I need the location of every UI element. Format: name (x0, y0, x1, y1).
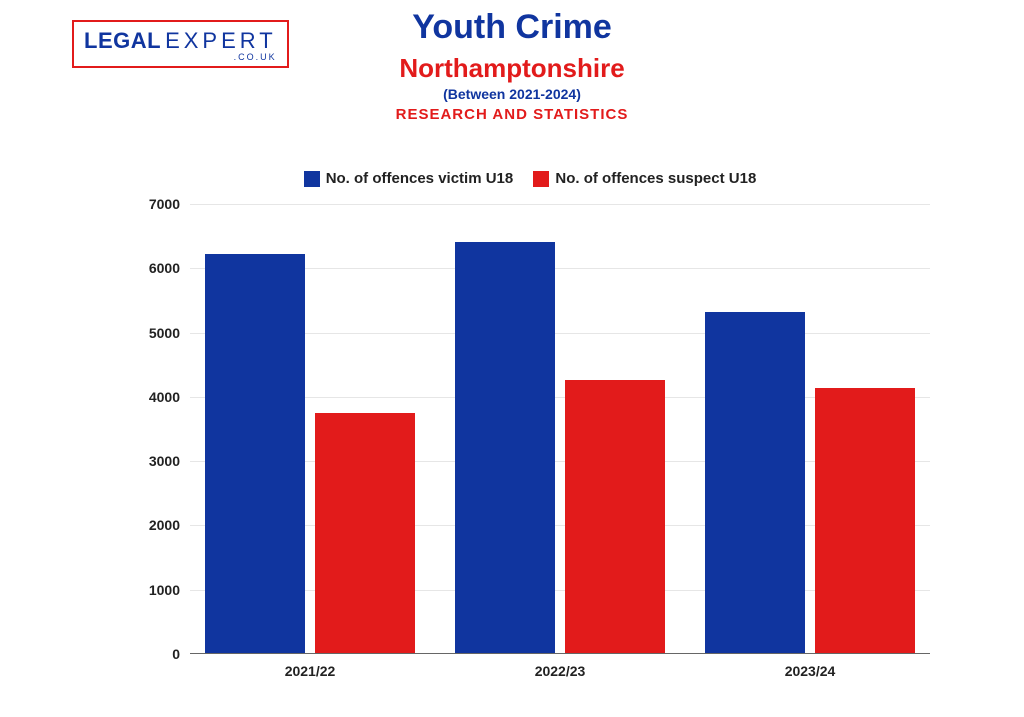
legend-item-0: No. of offences victim U18 (304, 170, 514, 187)
legend-label-1: No. of offences suspect U18 (555, 170, 756, 187)
y-tick-label: 1000 (149, 582, 190, 598)
chart-region: Northamptonshire (0, 53, 1024, 84)
chart-subtitle: RESEARCH AND STATISTICS (0, 106, 1024, 123)
y-tick-label: 5000 (149, 325, 190, 341)
x-tick-label: 2022/23 (535, 653, 586, 679)
y-tick-label: 6000 (149, 260, 190, 276)
bar (455, 242, 555, 653)
legend: No. of offences victim U18 No. of offenc… (120, 170, 940, 191)
y-tick-label: 7000 (149, 196, 190, 212)
y-tick-label: 3000 (149, 453, 190, 469)
bar (315, 413, 415, 653)
legend-label-0: No. of offences victim U18 (326, 170, 514, 187)
x-tick-label: 2023/24 (785, 653, 836, 679)
title-block: Youth Crime Northamptonshire (Between 20… (0, 8, 1024, 123)
grid-line (190, 204, 930, 205)
chart-title: Youth Crime (0, 8, 1024, 47)
legend-item-1: No. of offences suspect U18 (533, 170, 756, 187)
chart: No. of offences victim U18 No. of offenc… (120, 170, 940, 700)
x-tick-label: 2021/22 (285, 653, 336, 679)
bar (815, 388, 915, 654)
y-tick-label: 0 (172, 646, 190, 662)
legend-swatch-0 (304, 171, 320, 187)
bar (565, 380, 665, 653)
plot-area: 010002000300040005000600070002021/222022… (190, 204, 930, 654)
chart-range: (Between 2021-2024) (0, 86, 1024, 102)
bar (705, 312, 805, 653)
bar (205, 254, 305, 653)
y-tick-label: 2000 (149, 517, 190, 533)
y-tick-label: 4000 (149, 389, 190, 405)
legend-swatch-1 (533, 171, 549, 187)
